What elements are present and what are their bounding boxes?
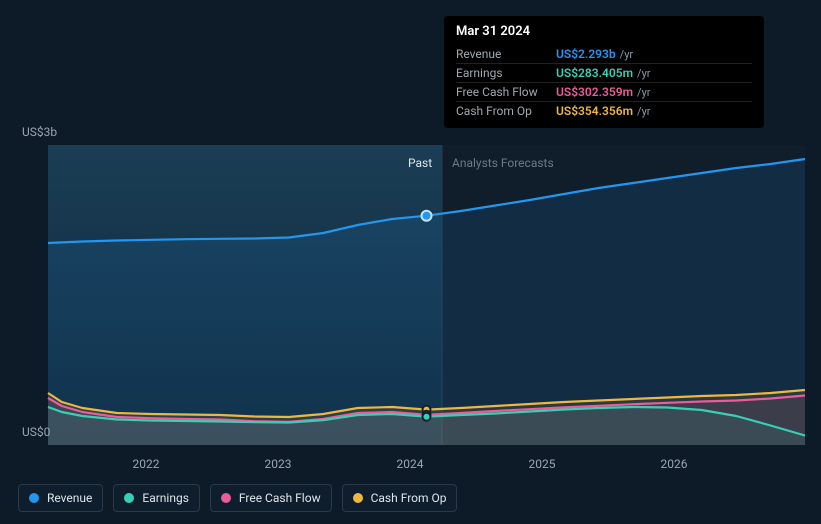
x-axis-label: 2026 — [661, 457, 688, 471]
x-axis-label: 2023 — [265, 457, 292, 471]
tooltip-row-label: Cash From Op — [456, 104, 556, 118]
tooltip-row-unit: /yr — [637, 105, 650, 118]
y-axis-label: US$0 — [22, 425, 50, 439]
legend-label: Earnings — [142, 491, 189, 505]
tooltip-row: EarningsUS$283.405m/yr — [456, 63, 752, 82]
x-axis-label: 2024 — [397, 457, 424, 471]
legend-swatch — [353, 493, 363, 503]
legend-item-earnings[interactable]: Earnings — [113, 484, 200, 512]
chart-tooltip: Mar 31 2024 RevenueUS$2.293b/yrEarningsU… — [444, 16, 764, 128]
tooltip-row-label: Revenue — [456, 47, 556, 61]
legend-swatch — [124, 493, 134, 503]
tooltip-row-unit: /yr — [637, 67, 650, 80]
past-region-label: Past — [408, 156, 432, 170]
tooltip-row-label: Earnings — [456, 66, 556, 80]
legend-item-cash-from-op[interactable]: Cash From Op — [342, 484, 458, 512]
chart-legend: Revenue Earnings Free Cash Flow Cash From O… — [18, 484, 457, 512]
x-axis-label: 2025 — [529, 457, 556, 471]
legend-swatch — [221, 493, 231, 503]
financials-chart: Past Analysts Forecasts Mar 31 2024 Reve… — [0, 0, 821, 524]
tooltip-row-label: Free Cash Flow — [456, 85, 556, 99]
y-axis-label: US$3b — [22, 125, 57, 139]
tooltip-row-value: US$2.293b — [556, 47, 616, 61]
legend-label: Cash From Op — [371, 491, 447, 505]
tooltip-row-unit: /yr — [637, 86, 650, 99]
x-axis-label: 2022 — [133, 457, 160, 471]
tooltip-row-value: US$354.356m — [556, 104, 633, 118]
revenue-marker — [422, 211, 432, 221]
legend-label: Revenue — [47, 491, 92, 505]
tooltip-row-value: US$283.405m — [556, 66, 633, 80]
legend-item-revenue[interactable]: Revenue — [18, 484, 103, 512]
forecast-region-label: Analysts Forecasts — [452, 156, 554, 170]
tooltip-row-unit: /yr — [620, 48, 633, 61]
tooltip-row: Free Cash FlowUS$302.359m/yr — [456, 82, 752, 101]
tooltip-row: RevenueUS$2.293b/yr — [456, 45, 752, 63]
tooltip-row: Cash From OpUS$354.356m/yr — [456, 101, 752, 120]
tooltip-row-value: US$302.359m — [556, 85, 633, 99]
earnings-marker — [423, 413, 431, 421]
legend-item-free-cash-flow[interactable]: Free Cash Flow — [210, 484, 332, 512]
legend-swatch — [29, 493, 39, 503]
tooltip-title: Mar 31 2024 — [456, 24, 752, 39]
legend-label: Free Cash Flow — [239, 491, 321, 505]
